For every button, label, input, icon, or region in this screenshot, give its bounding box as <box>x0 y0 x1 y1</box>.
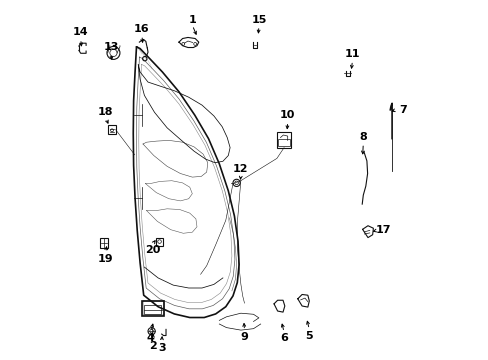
Text: 1: 1 <box>188 15 196 25</box>
Text: 5: 5 <box>305 330 312 341</box>
Text: 9: 9 <box>240 332 248 342</box>
Text: 17: 17 <box>375 225 390 235</box>
Text: 3: 3 <box>158 343 165 354</box>
Bar <box>156 238 163 246</box>
Text: 11: 11 <box>344 49 360 59</box>
Bar <box>100 238 107 248</box>
Bar <box>142 301 163 315</box>
Text: 16: 16 <box>134 24 149 34</box>
Text: 13: 13 <box>103 42 119 52</box>
Bar <box>276 132 291 148</box>
Bar <box>278 139 289 146</box>
Bar <box>143 305 161 314</box>
Text: 18: 18 <box>98 107 113 117</box>
Bar <box>142 301 164 316</box>
Text: 15: 15 <box>251 15 266 25</box>
Text: 2: 2 <box>148 341 156 351</box>
Text: 7: 7 <box>398 105 406 115</box>
Text: 8: 8 <box>359 132 366 142</box>
Text: 19: 19 <box>98 254 114 264</box>
Text: 6: 6 <box>280 333 287 343</box>
Bar <box>108 125 115 134</box>
Text: 20: 20 <box>145 245 160 255</box>
Text: 4: 4 <box>147 333 155 343</box>
Text: 10: 10 <box>280 110 295 120</box>
Text: 14: 14 <box>73 27 88 37</box>
Text: 12: 12 <box>233 164 248 174</box>
